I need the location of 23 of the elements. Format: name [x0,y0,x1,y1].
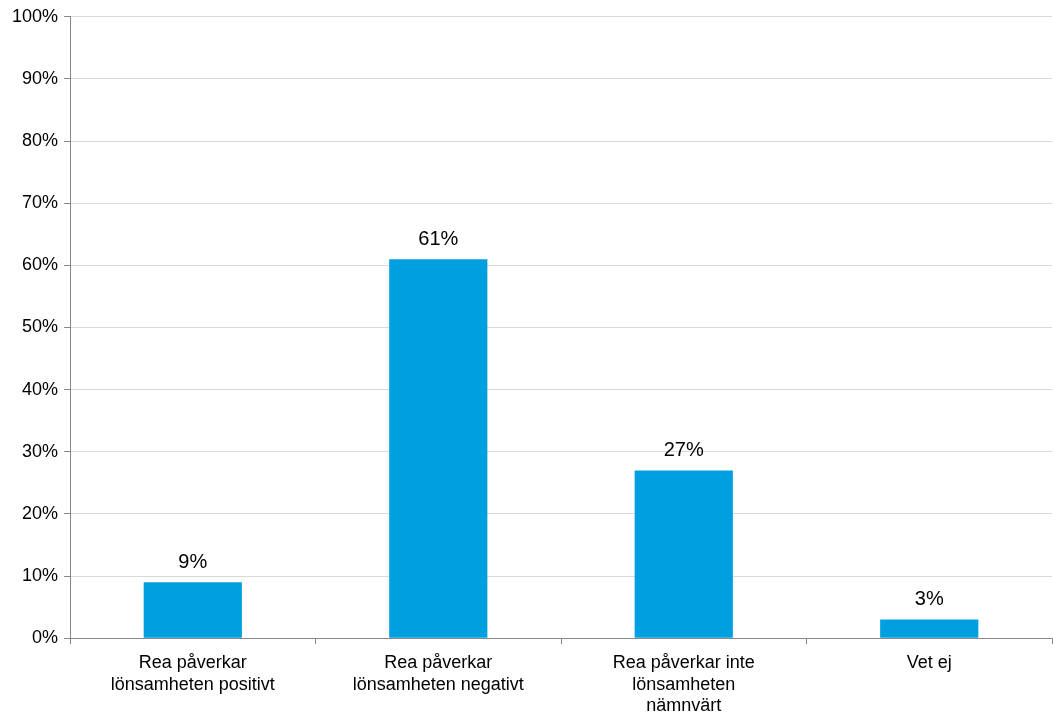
data-label: 9% [178,549,208,572]
y-tick-label: 50% [22,316,59,337]
y-tick-label: 90% [22,67,59,88]
data-label: 27% [663,437,704,460]
x-tick-label: Rea påverkar lönsamheten positivt [110,651,275,694]
data-label: 61% [418,226,459,249]
x-tick-label: Vet ej [906,651,952,672]
data-label: 3% [914,587,944,610]
y-tick-label: 60% [22,254,59,275]
y-tick-label: 80% [22,130,59,151]
y-tick-label: 30% [22,440,59,461]
x-tick-label: Rea påverkar inte lönsamheten nämnvärt [612,651,755,716]
y-tick-label: 0% [32,627,59,648]
y-tick-label: 20% [22,502,59,523]
bar [880,619,979,638]
bar [143,582,242,638]
y-tick-label: 40% [22,378,59,399]
y-tick-label: 10% [22,565,59,586]
bar [389,259,488,638]
y-tick-label: 70% [22,192,59,213]
y-tick-label: 100% [11,5,59,26]
bar [634,470,733,638]
x-tick-label: Rea påverkar lönsamheten negativt [352,651,524,694]
